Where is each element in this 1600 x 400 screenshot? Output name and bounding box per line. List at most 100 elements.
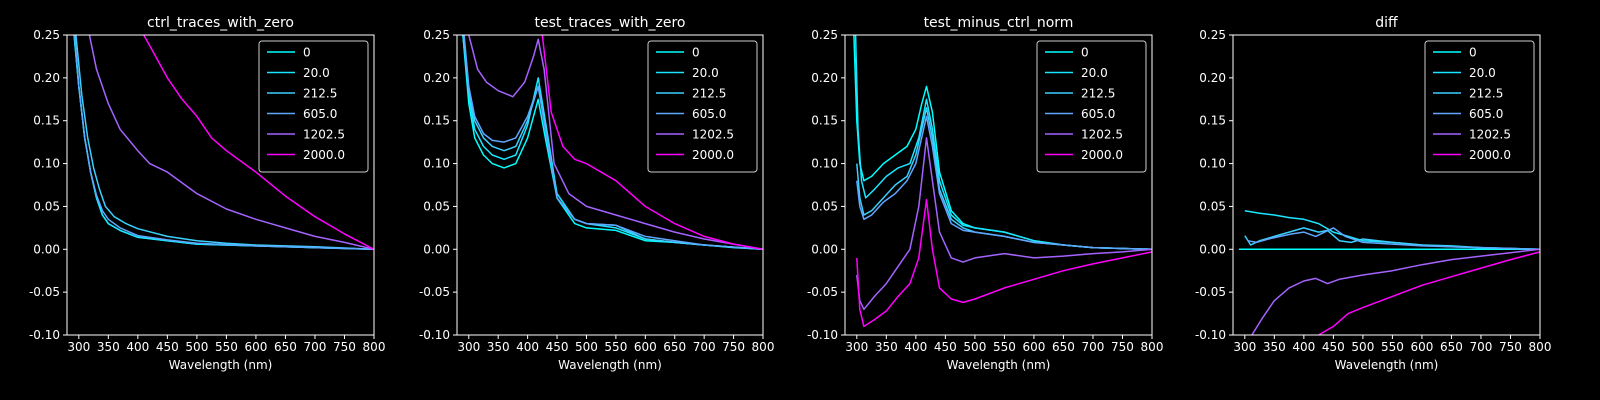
series-line-3 [73,35,374,251]
x-tick-label: 750 [333,340,356,354]
x-tick-label: 500 [963,340,986,354]
legend-entry-1: 20.0 [1469,66,1496,80]
legend-entry-1: 20.0 [692,66,719,80]
y-tick-label: 0.00 [811,242,838,256]
x-tick-label: 500 [575,340,598,354]
axes-frame [66,34,375,336]
axes-frame [1232,34,1541,336]
x-tick-label: 500 [1351,340,1374,354]
x-tick-label: 700 [1470,340,1493,354]
y-tick-label: 0.20 [33,71,60,85]
y-tick-label: 0.10 [423,157,450,171]
x-tick-label: 350 [875,340,898,354]
x-tick-label: 600 [1410,340,1433,354]
y-tick-label: 0.25 [423,28,450,42]
legend-entry-2: 212.5 [692,87,726,101]
x-tick-label: 300 [457,340,480,354]
axes-frame [844,34,1153,336]
legend-frame [1424,40,1535,173]
y-tick-label: 0.10 [33,157,60,171]
x-tick-label: 550 [215,340,238,354]
y-tick-label: -0.05 [807,285,838,299]
x-tick-label: 400 [904,340,927,354]
legend-entry-3: 605.0 [303,107,337,121]
series-line-3 [856,115,1152,251]
plot-lines [73,35,374,251]
x-tick-label: 750 [1499,340,1522,354]
x-tick-label: 650 [663,340,686,354]
x-tick-label: 300 [1233,340,1256,354]
y-tick-label: 0.05 [811,199,838,213]
legend-entry-2: 212.5 [1469,87,1503,101]
x-tick-label: 800 [752,340,775,354]
legend-entry-0: 0 [692,46,700,60]
y-tick-label: 0.25 [1199,28,1226,42]
chart-title: ctrl_traces_with_zero [147,15,294,31]
x-tick-label: 300 [67,340,90,354]
x-tick-label: 450 [1322,340,1345,354]
series-line-4 [856,137,1152,311]
series-line-5 [143,35,374,250]
series-line-4 [1251,248,1540,335]
chart-panel-3: 300 350 400 450 500 550 600 650 700 750 800 -0.10 -0… [807,15,1164,372]
legend: 0 20.0 212.5 605.0 1202.5 2000.0 [647,40,758,173]
x-tick-label: 750 [722,340,745,354]
legend-entry-0: 0 [1469,46,1477,60]
legend: 0 20.0 212.5 605.0 1202.5 2000.0 [258,40,369,173]
x-tick-label: 350 [1263,340,1286,354]
y-tick-label: 0.05 [33,199,60,213]
x-tick-label: 550 [993,340,1016,354]
x-tick-label: 700 [1082,340,1105,354]
legend: 0 20.0 212.5 605.0 1202.5 2000.0 [1036,40,1147,173]
y-tick-label: 0.00 [33,242,60,256]
series-line-2 [75,35,374,251]
x-axis-label: Wavelength (nm) [947,358,1051,372]
y-tick-label: 0.00 [423,242,450,256]
legend: 0 20.0 212.5 605.0 1202.5 2000.0 [1424,40,1535,173]
y-tick-label: -0.10 [807,328,838,342]
y-tick-label: -0.10 [29,328,60,342]
legend-entry-4: 1202.5 [1081,128,1123,142]
x-tick-label: 800 [1141,340,1164,354]
legend-frame [1036,40,1147,173]
legend-entry-2: 212.5 [303,87,337,101]
x-tick-label: 600 [634,340,657,354]
y-tick-label: 0.15 [423,114,450,128]
legend-entry-3: 605.0 [1469,107,1503,121]
series-line-4 [468,35,763,251]
y-tick-label: -0.05 [419,285,450,299]
x-tick-label: 300 [845,340,868,354]
y-tick-label: 0.25 [33,28,60,42]
legend-entry-5: 2000.0 [692,148,734,162]
legend-entry-4: 1202.5 [303,128,345,142]
y-tick-label: 0.15 [811,114,838,128]
legend-entry-1: 20.0 [303,66,330,80]
x-tick-label: 400 [1292,340,1315,354]
legend-entry-3: 605.0 [1081,107,1115,121]
y-tick-label: -0.05 [1195,285,1226,299]
series-line-5 [1318,251,1540,335]
y-tick-label: 0.10 [811,157,838,171]
legend-entry-2: 212.5 [1081,87,1115,101]
series-line-5 [541,35,763,251]
y-tick-label: 0.10 [1199,157,1226,171]
legend-entry-0: 0 [303,46,311,60]
x-tick-label: 550 [604,340,627,354]
x-tick-label: 650 [274,340,297,354]
series-line-5 [856,198,1152,328]
x-tick-label: 350 [97,340,120,354]
plot-lines [1238,209,1540,335]
series-line-1 [854,35,1152,251]
series-line-2 [1244,227,1540,251]
legend-entry-3: 605.0 [692,107,726,121]
series-line-4 [88,35,374,251]
legend-entry-1: 20.0 [1081,66,1108,80]
x-tick-label: 650 [1052,340,1075,354]
x-tick-label: 750 [1111,340,1134,354]
x-tick-label: 350 [487,340,510,354]
y-tick-label: 0.05 [1199,199,1226,213]
plot-lines [462,35,763,251]
y-tick-label: 0.15 [33,114,60,128]
legend-entry-4: 1202.5 [1469,128,1511,142]
